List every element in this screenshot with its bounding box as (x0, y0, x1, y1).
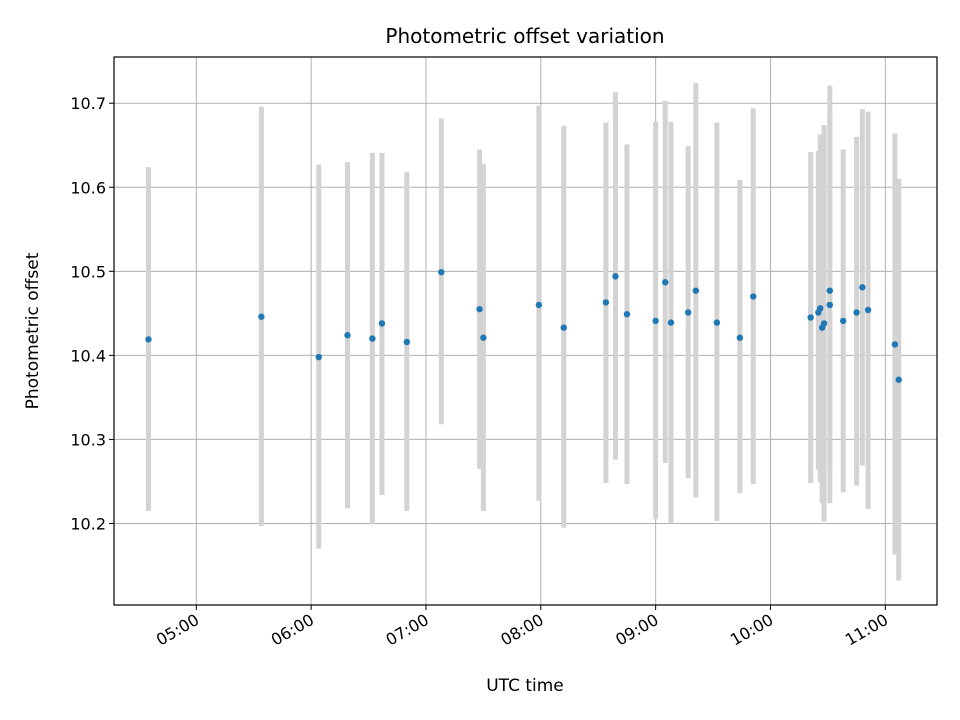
data-point (826, 301, 834, 309)
data-point (667, 319, 675, 326)
data-point (612, 273, 619, 280)
data-point (315, 353, 322, 361)
data-point (840, 317, 847, 325)
data-point (145, 336, 152, 343)
y-tick-label: 10.5 (70, 262, 106, 281)
data-point (817, 305, 824, 312)
data-point (891, 341, 899, 348)
data-point (864, 306, 872, 314)
chart-title: Photometric offset variation (385, 24, 664, 48)
data-point (438, 268, 445, 276)
data-point (378, 320, 386, 327)
data-point (258, 313, 265, 320)
y-tick-label: 10.6 (70, 178, 106, 197)
data-point (684, 309, 692, 316)
data-point (476, 305, 483, 313)
y-tick-label: 10.2 (70, 514, 106, 533)
data-point (807, 314, 814, 321)
plot-frame (113, 56, 938, 606)
data-point (895, 376, 902, 383)
data-point (662, 279, 669, 286)
data-point (344, 332, 351, 339)
data-point (859, 284, 866, 291)
data-point (652, 317, 659, 325)
y-axis-ticks: 10.2 10.3 10.4 10.5 10.6 10.7 (70, 94, 114, 533)
y-axis-label: Photometric offset (23, 252, 43, 409)
x-axis-label: UTC time (486, 676, 564, 696)
data-point (826, 287, 834, 294)
data-point (623, 310, 631, 318)
data-points (145, 268, 902, 383)
data-point (692, 287, 700, 294)
data-point (480, 334, 487, 341)
data-point (560, 324, 567, 331)
y-tick-label: 10.4 (70, 346, 106, 365)
data-point (820, 320, 828, 327)
data-point (736, 334, 744, 341)
data-point (713, 319, 721, 326)
data-point (403, 338, 411, 346)
y-tick-label: 10.3 (70, 430, 106, 449)
data-point (369, 335, 376, 342)
data-point (750, 293, 757, 300)
data-point (602, 299, 610, 306)
y-tick-label: 10.7 (70, 94, 106, 113)
data-point (535, 301, 543, 309)
data-point (853, 309, 860, 316)
